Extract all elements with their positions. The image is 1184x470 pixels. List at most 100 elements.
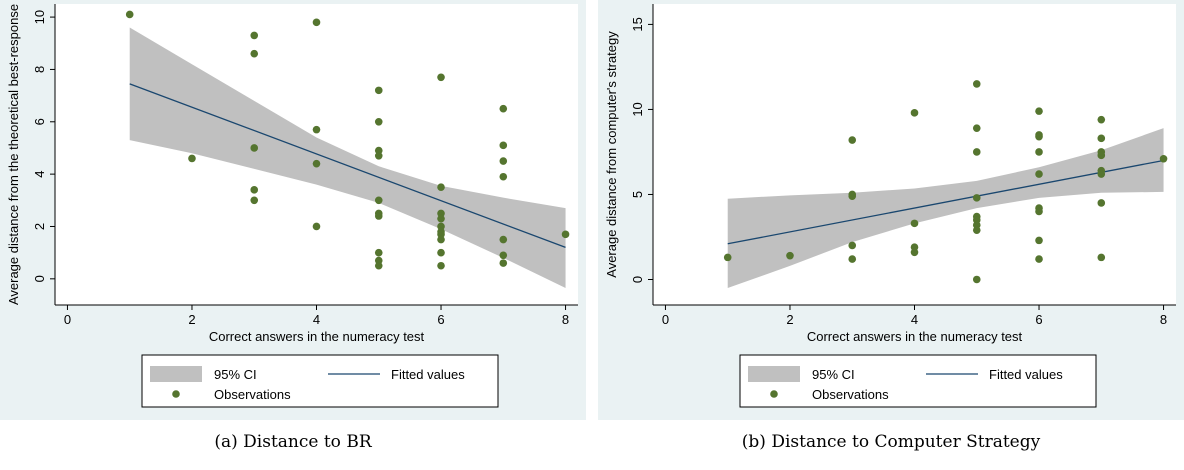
data-point (374, 117, 383, 126)
legend-ci-swatch (748, 366, 800, 382)
data-point (437, 183, 445, 192)
data-point (188, 154, 196, 163)
y-tick-label: 4 (32, 171, 47, 178)
data-point (723, 253, 732, 262)
data-point (374, 152, 383, 160)
data-point (1035, 170, 1043, 178)
data-point (1097, 199, 1106, 207)
data-point (972, 148, 981, 156)
y-tick-label: 2 (32, 223, 47, 230)
data-point (910, 219, 919, 228)
x-tick-label: 8 (1160, 312, 1167, 327)
y-axis-title: Average distance from the theoretical be… (6, 4, 21, 305)
data-point (499, 172, 508, 181)
data-point (250, 196, 259, 205)
data-point (499, 259, 508, 267)
data-point (499, 141, 508, 150)
data-point (1035, 107, 1043, 115)
y-tick-label: 15 (630, 17, 645, 31)
chart-panel-a: 0 2 4 6 8 10 0 2 4 6 8 Correct answers in the numer… (0, 0, 586, 470)
data-point (1035, 132, 1043, 141)
x-tick-label: 8 (562, 312, 569, 327)
legend-ci-swatch (150, 366, 202, 382)
data-point (1097, 115, 1106, 124)
legend-fit-label: Fitted values (989, 367, 1063, 382)
data-point (374, 146, 383, 155)
x-tick-label: 6 (437, 312, 444, 327)
x-tick-label: 2 (188, 312, 195, 327)
data-point (1097, 134, 1106, 143)
data-point (972, 194, 981, 202)
ci-band (129, 27, 566, 288)
data-point (1097, 151, 1106, 160)
x-axis-title: Correct answers in the numeracy test (209, 329, 425, 344)
data-point (499, 251, 508, 260)
data-point (374, 261, 383, 270)
fitted-line (727, 159, 1164, 245)
chart-panel-b: 0 5 10 15 0 2 4 6 8 Correct answers in the numera… (598, 0, 1184, 470)
caption-a: (a) Distance to BR (214, 432, 372, 452)
y-tick-label: 6 (32, 118, 47, 125)
data-point (312, 18, 321, 27)
legend-ci-label: 95% CI (812, 367, 855, 382)
legend-obs-label: Observations (812, 387, 889, 402)
data-point (250, 144, 259, 152)
x-tick-label: 4 (313, 312, 320, 327)
fitted-line (129, 83, 566, 249)
legend-obs-swatch (770, 390, 778, 398)
data-point (250, 31, 259, 40)
data-point (437, 73, 445, 82)
data-point (848, 255, 857, 263)
y-tick-label: 0 (32, 275, 47, 282)
data-point (437, 209, 445, 218)
data-point (374, 86, 383, 95)
data-point (499, 235, 508, 244)
data-point (499, 104, 508, 113)
data-point (437, 230, 445, 239)
data-point (848, 241, 857, 250)
data-point (972, 226, 981, 234)
chart-a-svg: 0 2 4 6 8 10 0 2 4 6 8 Correct answers in the numer… (0, 0, 586, 420)
x-tick-label: 0 (662, 312, 669, 327)
x-tick-label: 4 (911, 312, 918, 327)
data-point (250, 49, 259, 58)
data-point (374, 256, 383, 265)
data-point (972, 275, 981, 284)
y-tick-label: 0 (630, 276, 645, 283)
x-tick-label: 6 (1035, 312, 1042, 327)
legend-obs-swatch (172, 390, 180, 398)
legend: 95% CI Fitted values Observations (141, 354, 499, 408)
data-point (1035, 207, 1043, 216)
data-point (374, 248, 383, 257)
data-point (1035, 148, 1043, 156)
data-point (848, 192, 857, 200)
y-tick-label: 5 (630, 191, 645, 198)
data-point (1159, 154, 1168, 163)
x-axis-title: Correct answers in the numeracy test (807, 329, 1023, 344)
data-point (1097, 253, 1106, 262)
data-point (499, 157, 508, 165)
legend: 95% CI Fitted values Observations (739, 354, 1097, 408)
data-point (910, 248, 919, 257)
data-point (374, 196, 383, 205)
data-point (910, 109, 919, 117)
data-point (437, 261, 445, 270)
data-point (437, 214, 445, 223)
data-point (972, 124, 981, 132)
legend-fit-label: Fitted values (391, 367, 465, 382)
y-tick-label: 10 (32, 10, 47, 24)
legend-ci-label: 95% CI (214, 367, 257, 382)
data-point (437, 235, 445, 244)
data-point (250, 186, 259, 194)
data-point (1035, 236, 1043, 245)
data-point (312, 159, 321, 168)
data-point (312, 125, 321, 134)
data-point (1035, 255, 1043, 263)
x-tick-label: 2 (786, 312, 793, 327)
data-point (437, 222, 445, 231)
y-tick-label: 8 (32, 66, 47, 73)
caption-b: (b) Distance to Computer Strategy (741, 432, 1041, 452)
y-axis-title: Average distance from computer's strateg… (604, 31, 619, 278)
legend-obs-label: Observations (214, 387, 291, 402)
y-tick-label: 10 (630, 102, 645, 116)
